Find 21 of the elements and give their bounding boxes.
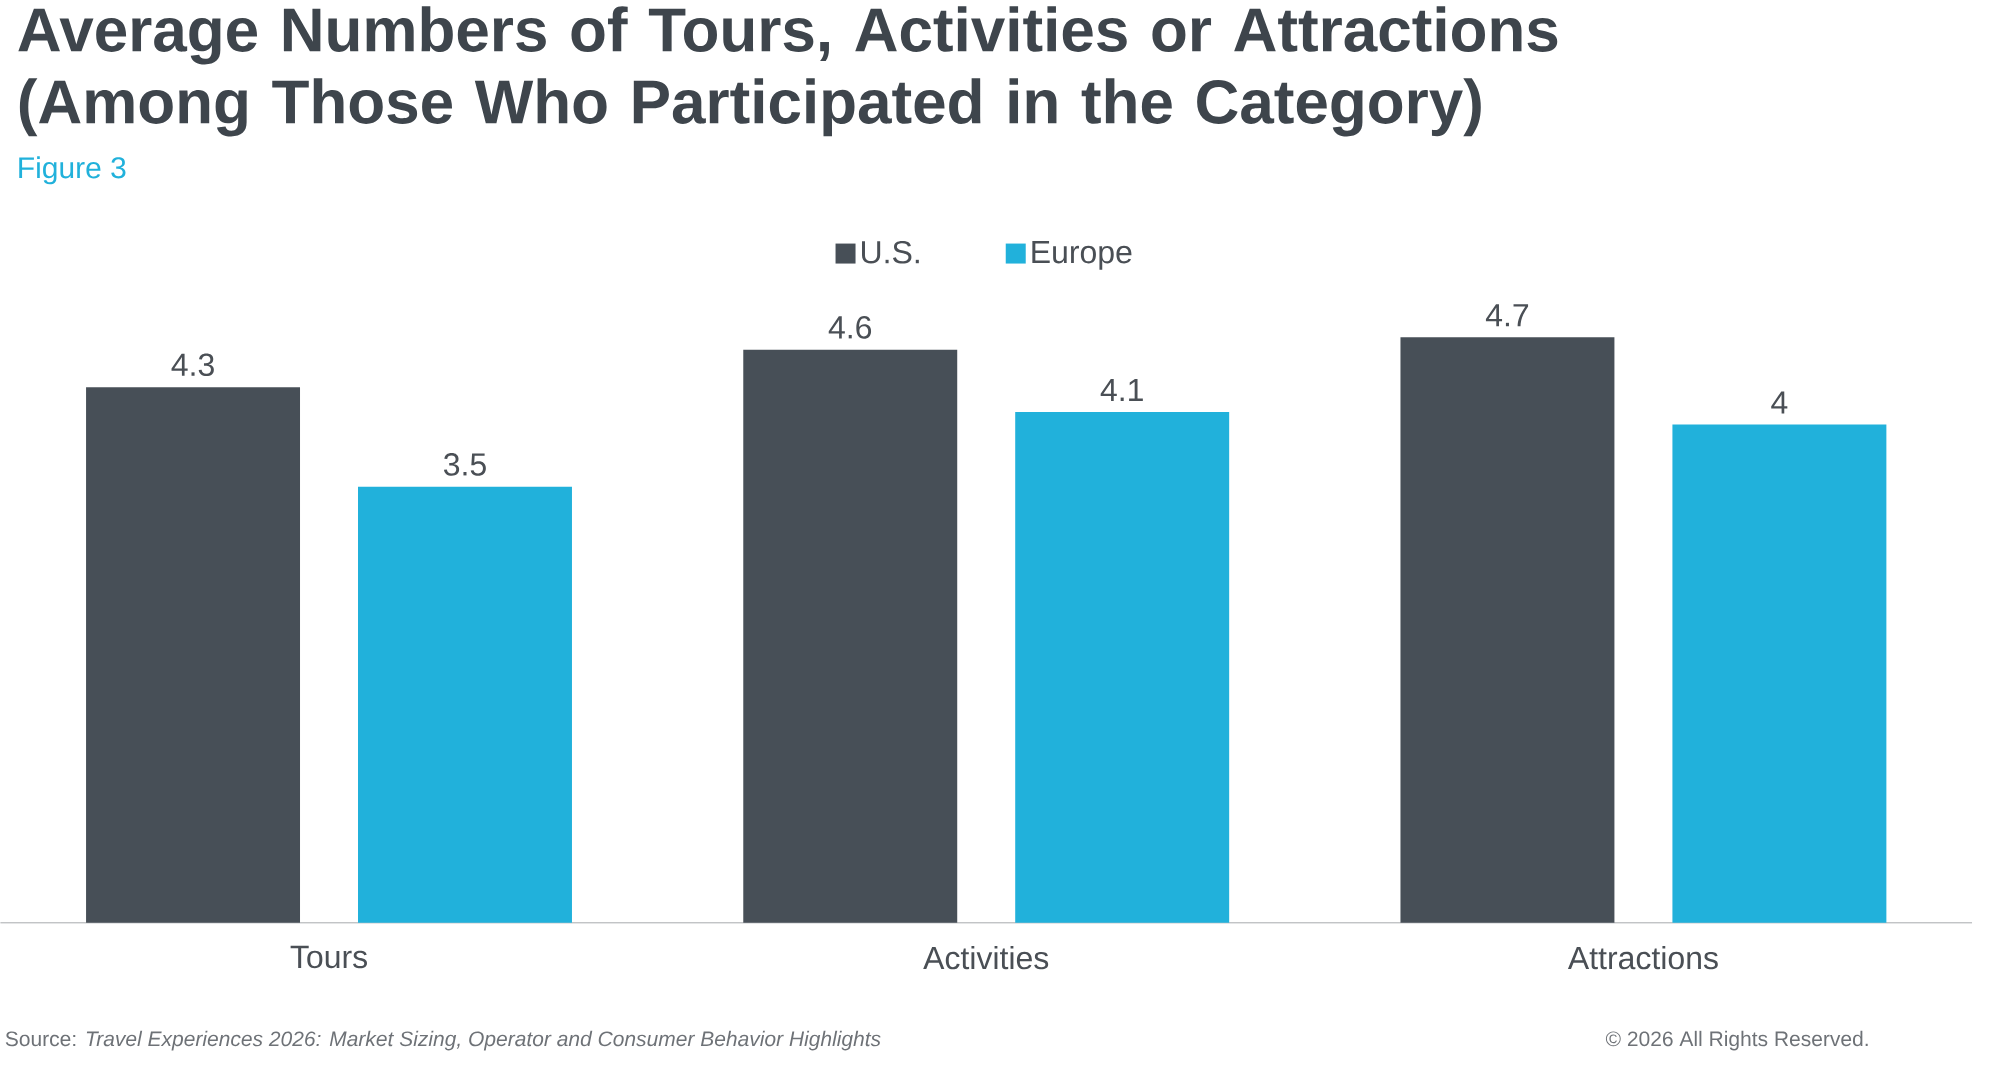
data-label: 4.7 <box>1485 304 1529 327</box>
bar <box>1400 337 1615 923</box>
chart-subtitle: Figure 3 <box>19 156 126 185</box>
data-label: 4.1 <box>1100 379 1143 402</box>
x-tick-label: Tours <box>290 945 367 969</box>
data-label: 3.5 <box>443 453 486 476</box>
legend-label: U.S. <box>862 241 919 264</box>
data-label: 4 <box>1771 391 1788 414</box>
x-tick-label: Attractions <box>1567 945 1718 970</box>
x-tick-label: Activities <box>923 945 1049 970</box>
legend-label: Europe <box>1032 241 1132 270</box>
bar <box>743 349 958 923</box>
source-note: Source: Travel Experiences 2026: Market Sizing, Operator and Consumer Behavior Highlights <box>5 1030 881 1051</box>
data-label: 4.6 <box>828 316 872 339</box>
bar <box>1015 412 1230 923</box>
bar <box>1672 424 1887 923</box>
bar <box>358 486 572 923</box>
bar <box>86 387 301 923</box>
text: © 2026 All Rights Reserved. <box>1605 1030 1868 1051</box>
data-label: 4.3 <box>171 353 214 377</box>
chart-title: Average Numbers of Tours, Activities or Attractions (Among Those Who Participated in the Category) <box>18 6 1558 137</box>
